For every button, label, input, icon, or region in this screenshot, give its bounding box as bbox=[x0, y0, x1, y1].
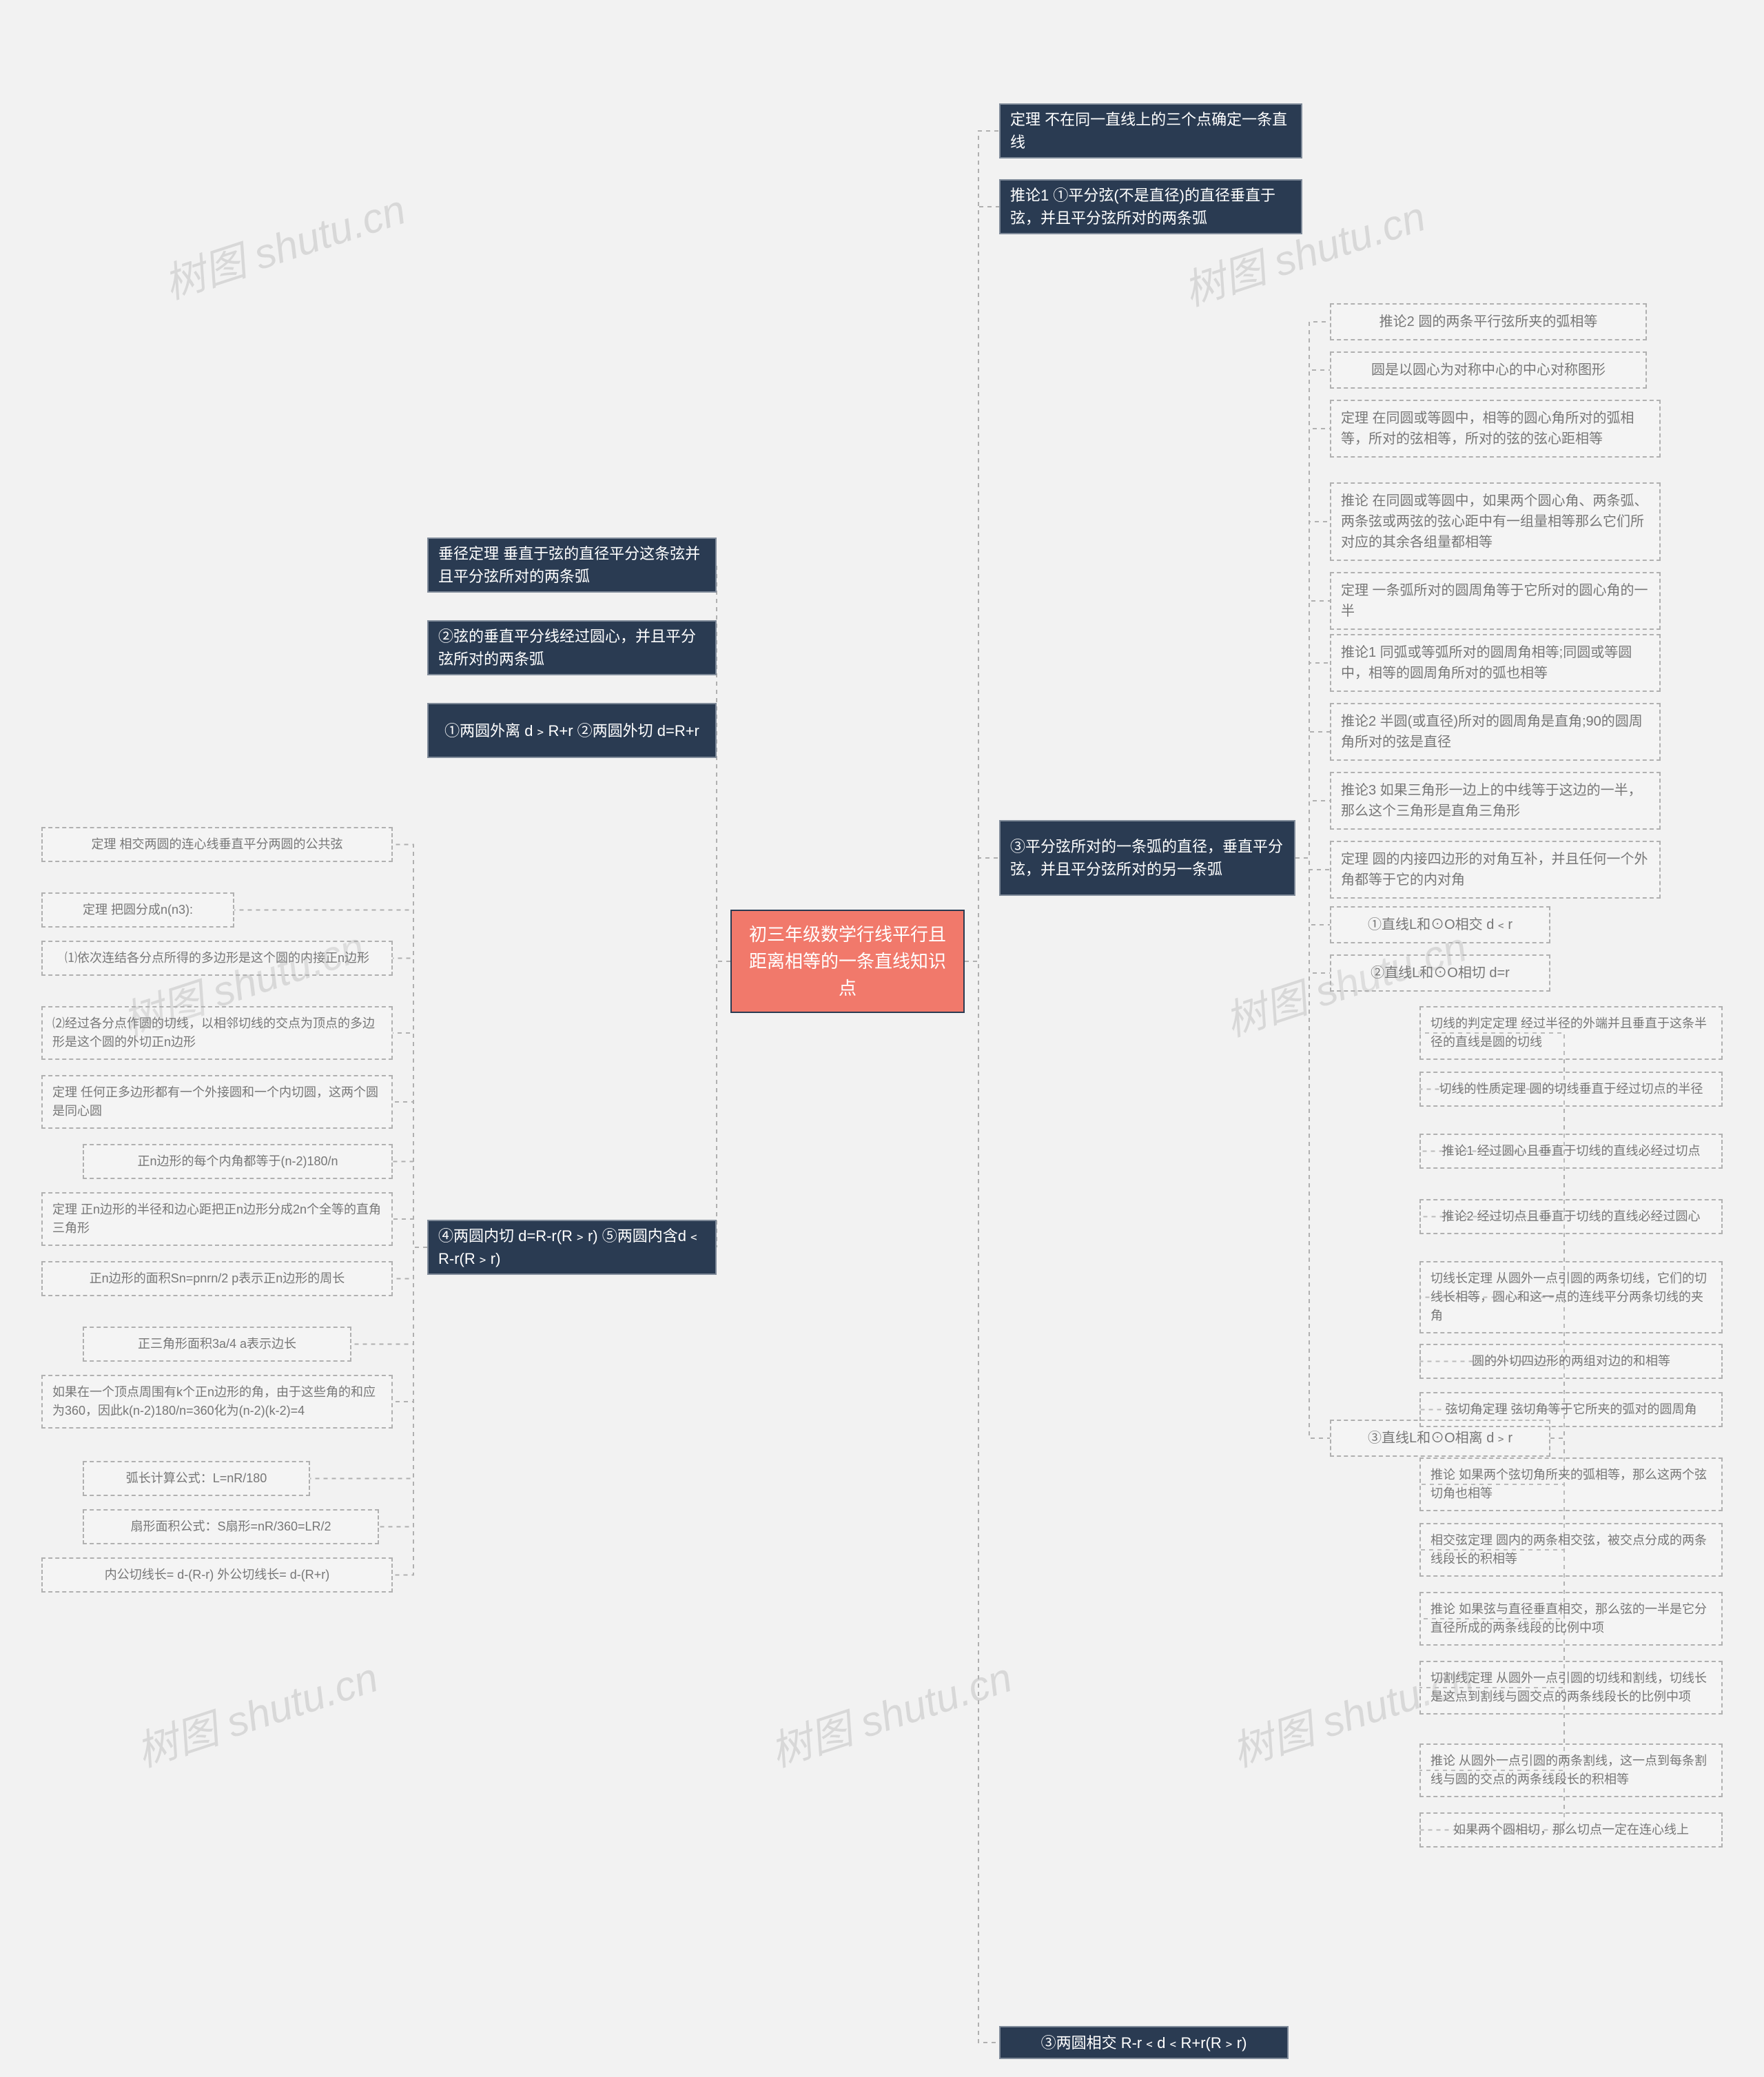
node-r2: 推论1 ①平分弦(不是直径)的直径垂直于弦，并且平分弦所对的两条弧 bbox=[999, 179, 1302, 234]
node-label: 推论 从圆外一点引圆的两条割线，这一点到每条割线与圆的交点的两条线段长的积相等 bbox=[1430, 1752, 1712, 1789]
node-r3l2: 切线的性质定理 圆的切线垂直于经过切点的半径 bbox=[1419, 1072, 1723, 1107]
node-label: 如果两个圆相切，那么切点一定在连心线上 bbox=[1453, 1821, 1689, 1839]
node-l3: ①两圆外离 d﹥R+r ②两圆外切 d=R+r bbox=[427, 703, 717, 758]
node-r1: 定理 不在同一直线上的三个点确定一条直线 bbox=[999, 103, 1302, 158]
node-r3c: 定理 在同圆或等圆中，相等的圆心角所对的弧相等，所对的弦相等，所对的弦的弦心距相… bbox=[1330, 400, 1661, 458]
node-label: ④两圆内切 d=R-r(R﹥r) ⑤两圆内含d﹤R-r(R﹥r) bbox=[438, 1225, 706, 1270]
node-l4g: 定理 正n边形的半径和边心距把正n边形分成2n个全等的直角三角形 bbox=[41, 1192, 393, 1246]
node-r3j: ①直线L和⊙O相交 d﹤r bbox=[1330, 906, 1550, 943]
node-r3f: 推论1 同弧或等弧所对的圆周角相等;同圆或等圆中，相等的圆周角所对的弧也相等 bbox=[1330, 634, 1661, 692]
node-r3i: 定理 圆的内接四边形的对角互补，并且任何一个外角都等于它的内对角 bbox=[1330, 841, 1661, 899]
node-label: 正n边形的每个内角都等于(n-2)180/n bbox=[137, 1152, 338, 1171]
node-label: 推论2 圆的两条平行弦所夹的弧相等 bbox=[1380, 311, 1598, 332]
node-label: 内公切线长= d-(R-r) 外公切线长= d-(R+r) bbox=[105, 1566, 330, 1584]
node-label: ①两圆外离 d﹥R+r ②两圆外切 d=R+r bbox=[444, 719, 699, 742]
node-l4c: ⑴依次连结各分点所得的多边形是这个圆的内接正n边形 bbox=[41, 941, 393, 976]
node-r3l12: 推论 从圆外一点引圆的两条割线，这一点到每条割线与圆的交点的两条线段长的积相等 bbox=[1419, 1743, 1723, 1797]
node-label: 切线的性质定理 圆的切线垂直于经过切点的半径 bbox=[1439, 1080, 1703, 1098]
node-label: ②直线L和⊙O相切 d=r bbox=[1371, 963, 1510, 983]
node-r3l7: 弦切角定理 弦切角等于它所夹的弧对的圆周角 bbox=[1419, 1392, 1723, 1427]
node-r3l10: 推论 如果弦与直径垂直相交，那么弦的一半是它分直径所成的两条线段的比例中项 bbox=[1419, 1592, 1723, 1646]
node-label: 定理 把圆分成n(n3): bbox=[83, 901, 193, 919]
node-label: 弦切角定理 弦切角等于它所夹的弧对的圆周角 bbox=[1446, 1400, 1697, 1419]
node-l4f: 正n边形的每个内角都等于(n-2)180/n bbox=[83, 1144, 393, 1179]
node-l4e: 定理 任何正多边形都有一个外接圆和一个内切圆，这两个圆是同心圆 bbox=[41, 1075, 393, 1129]
node-l4d: ⑵经过各分点作圆的切线，以相邻切线的交点为顶点的多边形是这个圆的外切正n边形 bbox=[41, 1006, 393, 1060]
node-label: 推论2 经过切点且垂直于切线的直线必经过圆心 bbox=[1442, 1207, 1700, 1226]
node-r3l11: 切割线定理 从圆外一点引圆的切线和割线，切线长是这点到割线与圆交点的两条线段长的… bbox=[1419, 1661, 1723, 1715]
node-label: 弧长计算公式：L=nR/180 bbox=[126, 1469, 267, 1488]
node-r3k: ②直线L和⊙O相切 d=r bbox=[1330, 954, 1550, 992]
node-label: 定理 任何正多边形都有一个外接圆和一个内切圆，这两个圆是同心圆 bbox=[52, 1083, 382, 1121]
node-r3l1: 切线的判定定理 经过半径的外端并且垂直于这条半径的直线是圆的切线 bbox=[1419, 1006, 1723, 1060]
node-l4i: 正三角形面积3a/4 a表示边长 bbox=[83, 1327, 351, 1362]
node-r3l9: 相交弦定理 圆内的两条相交弦，被交点分成的两条线段长的积相等 bbox=[1419, 1523, 1723, 1577]
node-r3b: 圆是以圆心为对称中心的中心对称图形 bbox=[1330, 351, 1647, 389]
node-label: 推论3 如果三角形一边上的中线等于这边的一半，那么这个三角形是直角三角形 bbox=[1341, 780, 1650, 821]
node-label: 定理 相交两圆的连心线垂直平分两圆的公共弦 bbox=[92, 835, 343, 854]
node-l4k: 弧长计算公式：L=nR/180 bbox=[83, 1461, 310, 1496]
node-l4: ④两圆内切 d=R-r(R﹥r) ⑤两圆内含d﹤R-r(R﹥r) bbox=[427, 1220, 717, 1275]
node-label: 切割线定理 从圆外一点引圆的切线和割线，切线长是这点到割线与圆交点的两条线段长的… bbox=[1430, 1669, 1712, 1706]
center-label: 初三年级数学行线平行且距离相等的一条直线知识点 bbox=[746, 921, 950, 1002]
node-label: 推论 如果两个弦切角所夹的弧相等，那么这两个弦切角也相等 bbox=[1430, 1466, 1712, 1503]
node-r3l8: 推论 如果两个弦切角所夹的弧相等，那么这两个弦切角也相等 bbox=[1419, 1457, 1723, 1511]
node-label: 推论 在同圆或等圆中，如果两个圆心角、两条弧、两条弦或两弦的弦心距中有一组量相等… bbox=[1341, 491, 1650, 553]
node-l4j: 如果在一个顶点周围有k个正n边形的角，由于这些角的和应为360，因此k(n-2)… bbox=[41, 1375, 393, 1429]
node-l2: ②弦的垂直平分线经过圆心，并且平分弦所对的两条弧 bbox=[427, 620, 717, 675]
node-label: 定理 一条弧所对的圆周角等于它所对的圆心角的一半 bbox=[1341, 580, 1650, 622]
node-r3l3: 推论1 经过圆心且垂直于切线的直线必经过切点 bbox=[1419, 1134, 1723, 1169]
node-label: ③直线L和⊙O相离 d﹥r bbox=[1368, 1428, 1512, 1449]
node-label: 相交弦定理 圆内的两条相交弦，被交点分成的两条线段长的积相等 bbox=[1430, 1531, 1712, 1568]
node-label: 正n边形的面积Sn=pnrn/2 p表示正n边形的周长 bbox=[90, 1269, 345, 1288]
node-l4a: 定理 相交两圆的连心线垂直平分两圆的公共弦 bbox=[41, 827, 393, 862]
node-l4b: 定理 把圆分成n(n3): bbox=[41, 892, 234, 928]
node-label: ③平分弦所对的一条弧的直径，垂直平分弦，并且平分弦所对的另一条弧 bbox=[1010, 835, 1284, 881]
node-l4m: 内公切线长= d-(R-r) 外公切线长= d-(R+r) bbox=[41, 1557, 393, 1593]
node-label: ①直线L和⊙O相交 d﹤r bbox=[1368, 914, 1512, 935]
node-r4: ③两圆相交 R-r﹤d﹤R+r(R﹥r) bbox=[999, 2026, 1289, 2059]
node-label: 推论2 半圆(或直径)所对的圆周角是直角;90的圆周角所对的弦是直径 bbox=[1341, 711, 1650, 753]
node-label: 定理 正n边形的半径和边心距把正n边形分成2n个全等的直角三角形 bbox=[52, 1200, 382, 1238]
node-l4h: 正n边形的面积Sn=pnrn/2 p表示正n边形的周长 bbox=[41, 1261, 393, 1296]
node-label: 定理 圆的内接四边形的对角互补，并且任何一个外角都等于它的内对角 bbox=[1341, 849, 1650, 890]
node-r3l6: 圆的外切四边形的两组对边的和相等 bbox=[1419, 1344, 1723, 1379]
node-label: 圆是以圆心为对称中心的中心对称图形 bbox=[1371, 360, 1606, 380]
center-node: 初三年级数学行线平行且距离相等的一条直线知识点 bbox=[730, 910, 965, 1013]
node-l1: 垂径定理 垂直于弦的直径平分这条弦并且平分弦所对的两条弧 bbox=[427, 538, 717, 593]
node-label: 定理 不在同一直线上的三个点确定一条直线 bbox=[1010, 108, 1291, 154]
node-label: 推论1 经过圆心且垂直于切线的直线必经过切点 bbox=[1442, 1142, 1700, 1160]
node-r3e: 定理 一条弧所对的圆周角等于它所对的圆心角的一半 bbox=[1330, 572, 1661, 630]
node-label: 切线长定理 从圆外一点引圆的两条切线，它们的切线长相等，圆心和这一点的连线平分两… bbox=[1430, 1269, 1712, 1325]
node-r3a: 推论2 圆的两条平行弦所夹的弧相等 bbox=[1330, 303, 1647, 340]
node-label: 推论1 ①平分弦(不是直径)的直径垂直于弦，并且平分弦所对的两条弧 bbox=[1010, 184, 1291, 229]
node-r3l4: 推论2 经过切点且垂直于切线的直线必经过圆心 bbox=[1419, 1199, 1723, 1234]
node-label: 如果在一个顶点周围有k个正n边形的角，由于这些角的和应为360，因此k(n-2)… bbox=[52, 1383, 382, 1420]
node-label: 推论 如果弦与直径垂直相交，那么弦的一半是它分直径所成的两条线段的比例中项 bbox=[1430, 1600, 1712, 1637]
node-r3l13: 如果两个圆相切，那么切点一定在连心线上 bbox=[1419, 1812, 1723, 1848]
node-label: ③两圆相交 R-r﹤d﹤R+r(R﹥r) bbox=[1041, 2032, 1247, 2054]
node-label: 扇形面积公式：S扇形=nR/360=LR/2 bbox=[130, 1517, 331, 1536]
node-label: ⑴依次连结各分点所得的多边形是这个圆的内接正n边形 bbox=[65, 949, 369, 968]
node-label: ⑵经过各分点作圆的切线，以相邻切线的交点为顶点的多边形是这个圆的外切正n边形 bbox=[52, 1014, 382, 1052]
node-label: 垂径定理 垂直于弦的直径平分这条弦并且平分弦所对的两条弧 bbox=[438, 542, 706, 588]
node-label: 推论1 同弧或等弧所对的圆周角相等;同圆或等圆中，相等的圆周角所对的弧也相等 bbox=[1341, 642, 1650, 684]
node-label: ②弦的垂直平分线经过圆心，并且平分弦所对的两条弧 bbox=[438, 625, 706, 671]
node-r3h: 推论3 如果三角形一边上的中线等于这边的一半，那么这个三角形是直角三角形 bbox=[1330, 772, 1661, 830]
node-r3d: 推论 在同圆或等圆中，如果两个圆心角、两条弧、两条弦或两弦的弦心距中有一组量相等… bbox=[1330, 482, 1661, 561]
node-r3g: 推论2 半圆(或直径)所对的圆周角是直角;90的圆周角所对的弦是直径 bbox=[1330, 703, 1661, 761]
node-label: 正三角形面积3a/4 a表示边长 bbox=[138, 1335, 296, 1353]
node-r3l5: 切线长定理 从圆外一点引圆的两条切线，它们的切线长相等，圆心和这一点的连线平分两… bbox=[1419, 1261, 1723, 1333]
node-label: 定理 在同圆或等圆中，相等的圆心角所对的弧相等，所对的弦相等，所对的弦的弦心距相… bbox=[1341, 408, 1650, 449]
node-label: 圆的外切四边形的两组对边的和相等 bbox=[1472, 1352, 1670, 1371]
node-r3: ③平分弦所对的一条弧的直径，垂直平分弦，并且平分弦所对的另一条弧 bbox=[999, 820, 1295, 896]
node-l4l: 扇形面积公式：S扇形=nR/360=LR/2 bbox=[83, 1509, 379, 1544]
node-label: 切线的判定定理 经过半径的外端并且垂直于这条半径的直线是圆的切线 bbox=[1430, 1014, 1712, 1052]
